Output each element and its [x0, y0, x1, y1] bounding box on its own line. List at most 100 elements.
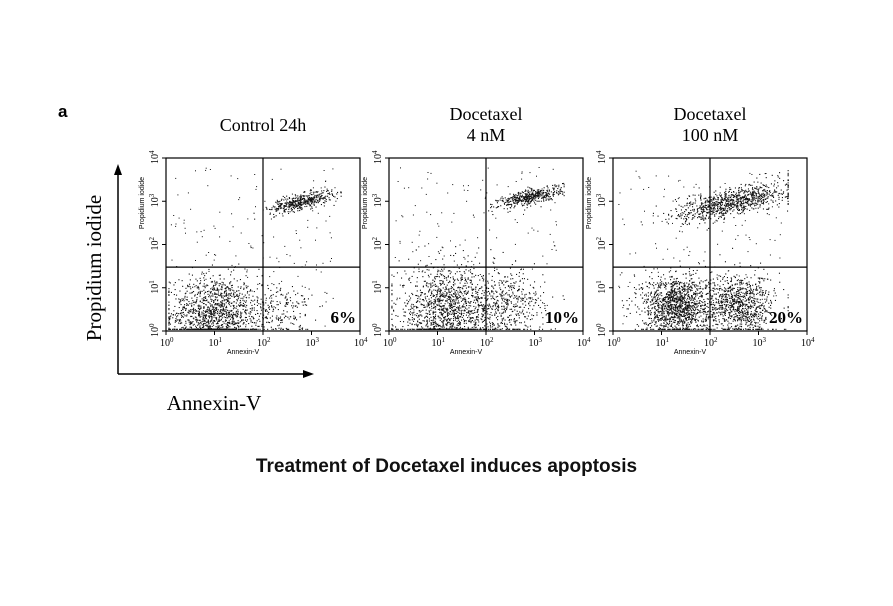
data-point	[437, 288, 439, 290]
data-point	[537, 196, 539, 198]
data-point	[196, 293, 198, 295]
data-point	[486, 323, 488, 325]
data-point	[420, 303, 422, 305]
data-point	[177, 313, 179, 315]
data-point	[197, 319, 199, 321]
data-point	[556, 192, 558, 194]
data-point	[203, 289, 205, 291]
data-point	[434, 322, 436, 324]
data-point	[291, 209, 293, 211]
data-point	[292, 211, 294, 213]
data-point	[695, 272, 697, 274]
data-point	[503, 202, 505, 204]
data-point	[450, 304, 452, 306]
data-point	[302, 295, 304, 297]
data-point	[272, 300, 274, 302]
data-point	[169, 328, 171, 330]
data-point	[529, 319, 531, 321]
data-point	[233, 306, 235, 308]
data-point	[525, 293, 527, 295]
data-point	[470, 311, 472, 313]
data-point	[456, 324, 458, 326]
data-point	[250, 289, 252, 291]
data-point	[248, 312, 250, 314]
data-point	[297, 292, 299, 294]
data-point	[195, 302, 197, 304]
data-point	[404, 302, 406, 304]
data-point	[293, 317, 295, 319]
data-point	[196, 318, 198, 320]
data-point	[213, 312, 215, 314]
data-point	[224, 290, 226, 292]
data-point	[452, 318, 454, 320]
data-point	[252, 328, 254, 330]
data-point	[462, 285, 464, 287]
data-point	[291, 286, 293, 288]
data-point	[204, 297, 206, 299]
data-point	[454, 302, 456, 304]
data-point	[433, 295, 435, 297]
data-point	[419, 328, 421, 330]
data-point	[542, 274, 544, 276]
data-point	[421, 328, 423, 330]
data-point	[420, 322, 422, 324]
data-point	[535, 199, 537, 201]
data-point	[431, 285, 433, 287]
data-point	[513, 297, 515, 299]
data-point	[472, 289, 474, 291]
data-point	[435, 300, 437, 302]
data-point	[226, 313, 228, 315]
data-point	[664, 305, 666, 307]
data-point	[195, 313, 197, 314]
data-point	[249, 290, 251, 292]
data-point	[415, 323, 417, 325]
data-point	[503, 309, 505, 311]
data-point	[649, 323, 651, 325]
data-point	[181, 312, 183, 314]
data-point	[194, 328, 196, 330]
data-point	[214, 289, 216, 291]
data-point	[190, 288, 192, 290]
data-point	[207, 309, 209, 311]
data-point	[168, 290, 170, 292]
data-point	[452, 306, 454, 308]
data-point	[517, 192, 519, 194]
data-point	[472, 273, 474, 275]
data-point	[258, 318, 260, 320]
data-point	[482, 305, 484, 307]
data-point	[426, 211, 428, 213]
data-point	[546, 196, 548, 198]
data-point	[281, 280, 283, 282]
data-point	[220, 315, 222, 317]
data-point	[523, 298, 525, 300]
data-point	[452, 326, 454, 328]
data-point	[192, 312, 194, 314]
data-point	[218, 305, 220, 307]
data-point	[417, 263, 419, 265]
data-point	[182, 285, 184, 287]
data-point	[280, 293, 282, 295]
data-point	[391, 305, 393, 307]
data-point	[224, 328, 226, 330]
data-point	[196, 321, 198, 323]
data-point	[497, 325, 499, 327]
data-point	[307, 200, 309, 202]
data-point	[252, 300, 254, 302]
data-point	[522, 197, 524, 199]
data-point	[467, 328, 469, 330]
data-point	[515, 260, 517, 262]
data-point	[251, 304, 253, 306]
data-point	[433, 307, 435, 309]
data-point	[233, 292, 235, 294]
data-point	[243, 288, 245, 290]
data-point	[504, 307, 506, 309]
data-point	[499, 293, 501, 295]
data-point	[205, 328, 207, 330]
data-point	[316, 191, 318, 193]
data-point	[223, 305, 225, 307]
data-point	[506, 328, 508, 330]
data-point	[536, 195, 538, 197]
data-point	[430, 322, 432, 324]
data-point	[269, 276, 271, 278]
